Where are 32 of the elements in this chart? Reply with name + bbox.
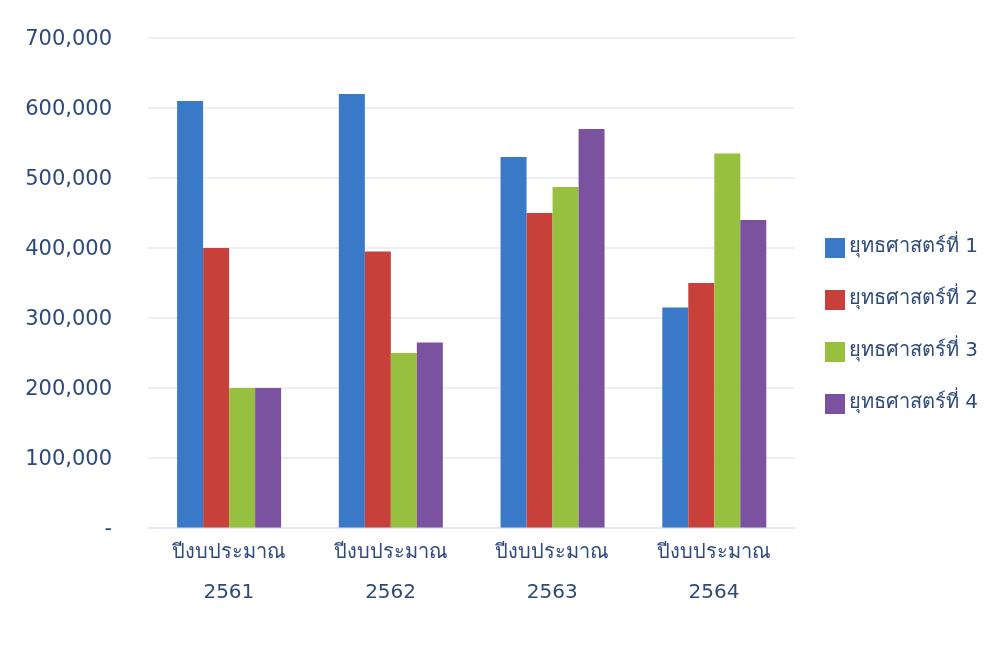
x-tick-label: ปีงบประมาณ 2564 — [657, 539, 772, 603]
bar — [416, 342, 443, 528]
bar — [229, 388, 256, 528]
y-tick-label: - — [104, 516, 112, 541]
bar — [662, 307, 689, 528]
y-tick-label: 100,000 — [25, 446, 112, 471]
bar — [255, 388, 282, 528]
bar — [526, 213, 553, 528]
legend-label: ยุทธศาสตร์ที่ 2 — [848, 285, 978, 309]
y-tick-label: 700,000 — [25, 26, 112, 51]
x-tick-label: ปีงบประมาณ 2561 — [171, 539, 286, 603]
legend-label: ยุทธศาสตร์ที่ 1 — [848, 233, 978, 257]
bar — [714, 153, 741, 528]
y-tick-label: 300,000 — [25, 306, 112, 331]
bar — [740, 220, 767, 528]
bar — [390, 353, 417, 528]
bar — [364, 251, 391, 528]
y-tick-label: 200,000 — [25, 376, 112, 401]
legend-label: ยุทธศาสตร์ที่ 3 — [848, 337, 978, 361]
legend-label: ยุทธศาสตร์ที่ 4 — [848, 389, 978, 413]
bar — [578, 129, 605, 528]
bar — [203, 248, 230, 528]
bar — [500, 157, 527, 528]
bar — [177, 101, 204, 528]
bar — [338, 94, 365, 528]
y-tick-label: 600,000 — [25, 96, 112, 121]
y-tick-label: 500,000 — [25, 166, 112, 191]
y-tick-label: 400,000 — [25, 236, 112, 261]
x-tick-label: ปีงบประมาณ 2562 — [333, 539, 448, 603]
bar — [552, 187, 579, 528]
bar — [688, 283, 715, 528]
x-tick-label: ปีงบประมาณ 2563 — [495, 539, 610, 603]
